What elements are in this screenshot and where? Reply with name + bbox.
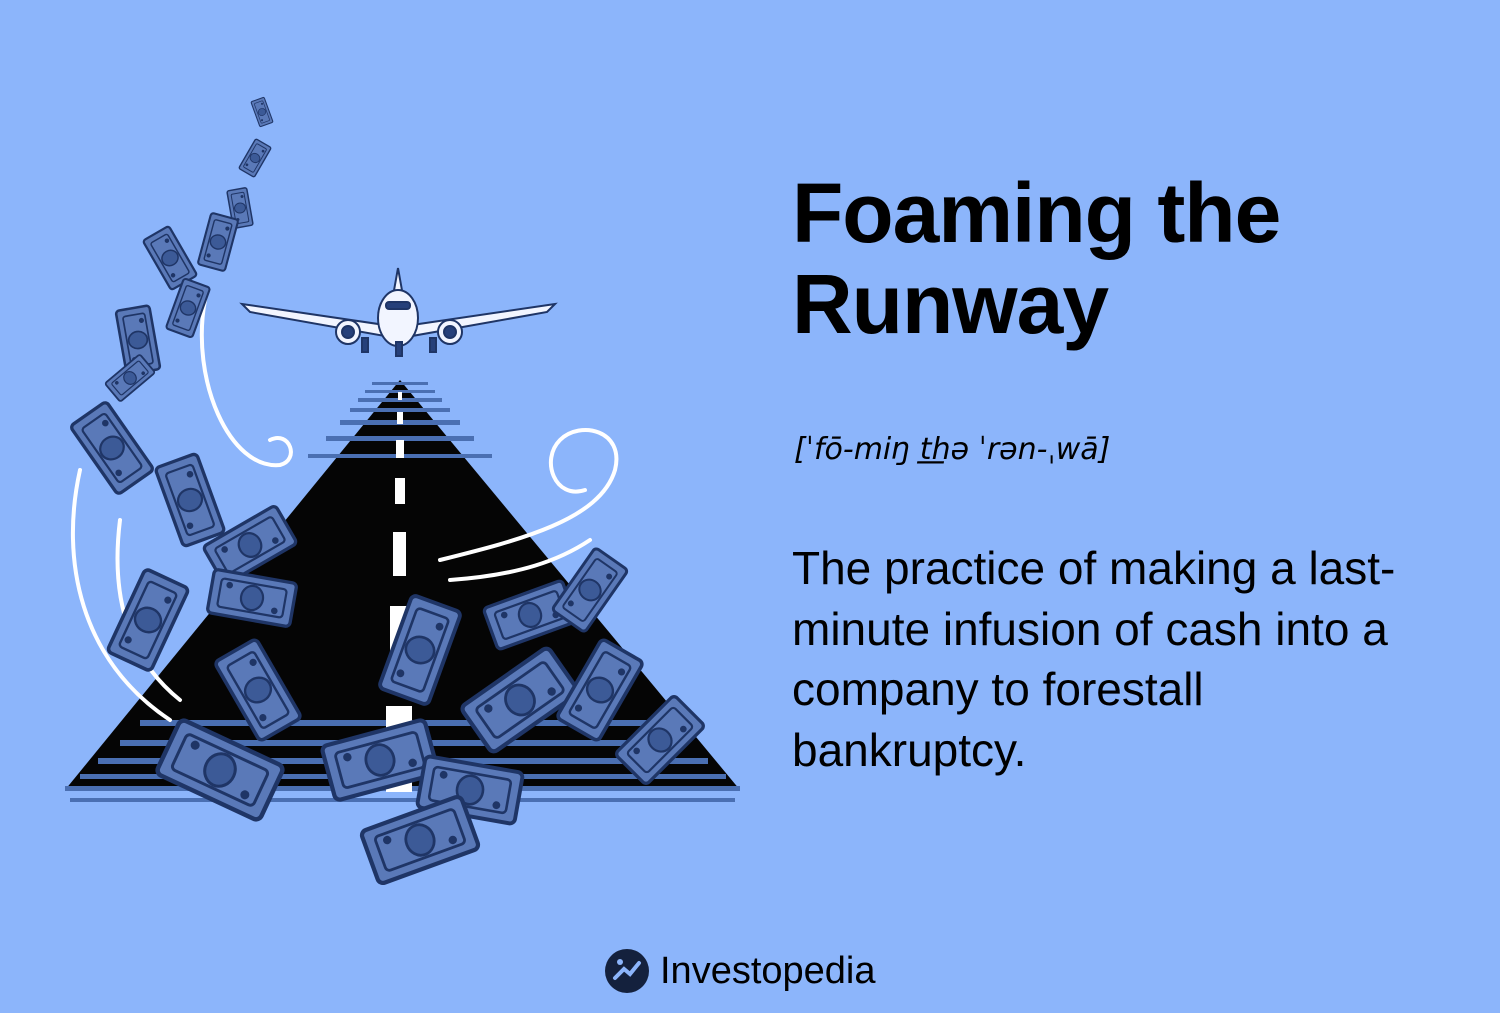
runway-illustration — [65, 96, 740, 1013]
pronunciation: [ˈfō-miŋ t͟hə ˈrən-ˌwā] — [794, 432, 1111, 467]
investopedia-logo-icon — [605, 949, 649, 993]
definition-text: The practice of making a last-minute inf… — [792, 542, 1396, 777]
airplane-icon — [239, 267, 558, 357]
brand-name: Investopedia — [660, 949, 876, 992]
page-title: Foaming the Runway — [792, 166, 1281, 351]
brand-logo: Investopedia — [604, 944, 876, 998]
